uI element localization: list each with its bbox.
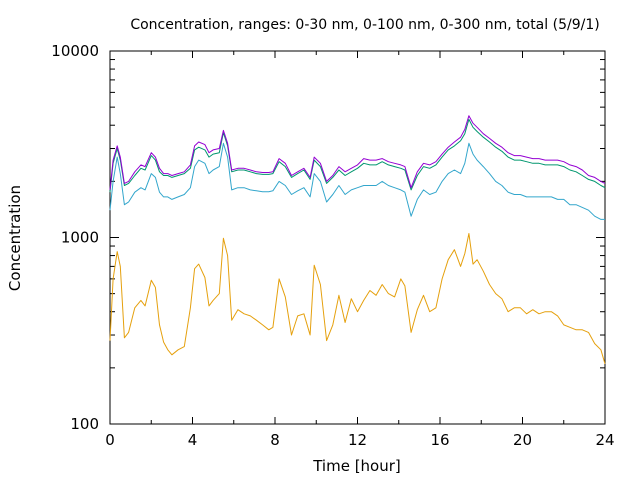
y-tick-label: 100 [70,415,99,433]
series-layer [109,115,606,365]
x-tick-label: 12 [348,431,367,449]
x-tick-label: 20 [513,431,532,449]
chart-title: Concentration, ranges: 0-30 nm, 0-100 nm… [130,17,599,33]
series-line-range_0_300 [109,118,606,193]
y-tick-label: 10000 [51,42,99,60]
y-axis-title: Concentration [6,185,24,291]
x-axis-title: Time [hour] [312,457,401,475]
x-tick-label: 24 [595,431,614,449]
series-line-range_0_100 [109,142,605,220]
x-tick-label: 0 [105,431,115,449]
x-tick-label: 16 [430,431,449,449]
plot-frame [109,50,606,425]
series-line-total [109,115,606,190]
axis-ticks: 0 4 8 12 16 20 24 100 1000 10000 [51,42,614,449]
series-line-range_0_30 [109,233,606,365]
x-tick-label: 4 [188,431,198,449]
x-tick-label: 8 [270,431,280,449]
y-tick-label: 1000 [61,229,99,247]
